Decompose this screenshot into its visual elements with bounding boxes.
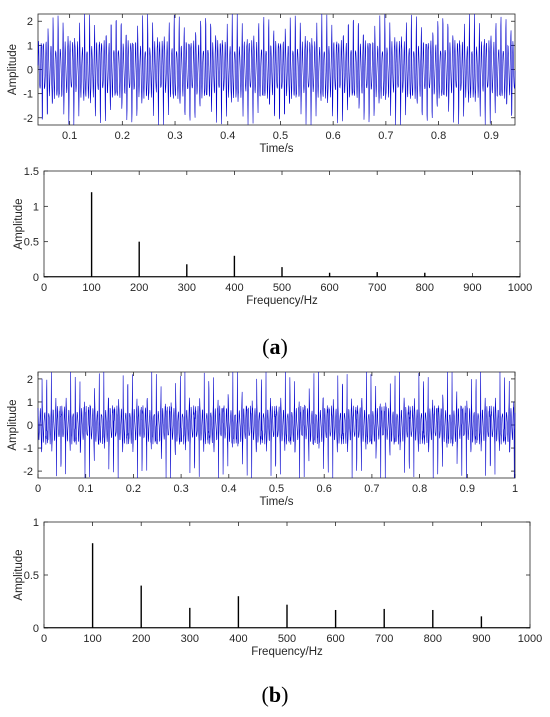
y-axis-label: Amplitude [13, 198, 25, 249]
panel-label-b-close: ) [281, 682, 288, 707]
panel-label-b: (b) [262, 682, 289, 707]
x-tick-label: 0.3 [167, 130, 182, 142]
x-tick-label: 400 [225, 282, 243, 294]
x-tick-label: 300 [178, 282, 196, 294]
spectrum-plot-b: 0 100 200 300 400 500 600 700 800 900 1000 0 0.5 1 Fre… [13, 517, 542, 658]
y-tick-label: -2 [23, 113, 33, 125]
y-tick-label: 2 [27, 374, 33, 386]
panel-label-a: (a) [262, 334, 288, 359]
y-tick-label: -1 [23, 89, 33, 101]
panel-label-b-open: ( [262, 682, 269, 707]
signal-line [37, 371, 516, 479]
spectrum-plot-a: 0 100 200 300 400 500 600 700 800 900 1000 0 0.5 1 1.5… [13, 166, 532, 307]
panel-label-a-close: ) [281, 334, 288, 359]
y-tick-label: 2 [27, 16, 33, 28]
x-tick-label: 700 [375, 633, 393, 645]
x-tick-label: 0.7 [378, 130, 393, 142]
y-tick-label: 1.5 [24, 166, 39, 178]
x-tick-label: 100 [82, 282, 100, 294]
x-tick-label: 0.9 [460, 483, 475, 495]
x-tick-label: 0.2 [126, 483, 141, 495]
panel-label-a-open: ( [262, 334, 269, 359]
x-tick-label: 0.6 [317, 483, 332, 495]
y-tick-label: -1 [23, 443, 33, 455]
x-tick-label: 1000 [508, 282, 532, 294]
x-tick-label: 600 [326, 633, 344, 645]
y-axis-label: Amplitude [7, 399, 19, 450]
x-axis-label: Time/s [259, 143, 293, 155]
x-tick-label: 100 [83, 633, 101, 645]
x-tick-label: 200 [132, 633, 150, 645]
x-tick-label: 500 [278, 633, 296, 645]
y-tick-label: 1 [33, 517, 39, 529]
x-axis-label: Frequency/Hz [251, 646, 323, 658]
y-tick-label: 1 [27, 397, 33, 409]
x-tick-label: 300 [181, 633, 199, 645]
x-tick-label: 400 [229, 633, 247, 645]
x-tick-label: 800 [424, 633, 442, 645]
x-tick-label: 900 [463, 282, 481, 294]
x-tick-label: 0.1 [62, 130, 77, 142]
x-tick-label: 0.9 [484, 130, 499, 142]
time-plot-b: 0 0.1 0.2 0.3 0.4 0.5 0.6 0.7 0.8 0.9 1 -2 -1 0 1 2 Time… [7, 371, 518, 508]
x-tick-label: 0.6 [326, 130, 341, 142]
y-tick-label: 1 [27, 40, 33, 52]
x-tick-label: 0.4 [220, 130, 235, 142]
x-tick-label: 0.5 [273, 130, 288, 142]
y-tick-label: 0 [33, 623, 39, 635]
x-tick-label: 0.5 [269, 483, 284, 495]
x-tick-label: 0 [41, 282, 47, 294]
x-tick-label: 0.7 [364, 483, 379, 495]
y-tick-label: -2 [23, 466, 33, 478]
axes-box [43, 170, 521, 278]
y-axis-label: Amplitude [13, 549, 25, 600]
x-tick-label: 0.1 [78, 483, 93, 495]
x-tick-label: 200 [130, 282, 148, 294]
y-axis-label: Amplitude [7, 44, 19, 95]
y-tick-label: 0 [27, 65, 33, 77]
y-tick-label: 1 [33, 201, 39, 213]
y-tick-label: 0 [33, 272, 39, 284]
x-tick-label: 800 [416, 282, 434, 294]
x-tick-label: 0.4 [221, 483, 236, 495]
x-tick-label: 700 [368, 282, 386, 294]
x-tick-label: 0.8 [431, 130, 446, 142]
x-axis-label: Frequency/Hz [246, 295, 318, 307]
y-tick-label: 0 [27, 420, 33, 432]
x-tick-label: 900 [472, 633, 490, 645]
signal-line [37, 13, 516, 126]
x-tick-label: 1 [512, 483, 518, 495]
x-tick-label: 0.8 [412, 483, 427, 495]
panel-label-b-letter: b [269, 682, 281, 707]
x-axis-label: Time/s [259, 496, 293, 508]
x-tick-label: 0.2 [115, 130, 130, 142]
y-tick-label: 0.5 [24, 237, 39, 249]
time-plot-a: 0.1 0.2 0.3 0.4 0.5 0.6 0.7 0.8 0.9 -2 -1 0 1 2 Time/s… [7, 13, 516, 155]
panel-label-a-letter: a [270, 334, 281, 359]
x-tick-label: 500 [273, 282, 291, 294]
x-tick-label: 0.3 [173, 483, 188, 495]
x-tick-label: 0 [41, 633, 47, 645]
x-tick-label: 600 [320, 282, 338, 294]
y-tick-label: 0.5 [24, 570, 39, 582]
x-tick-label: 0 [35, 483, 41, 495]
x-tick-label: 1000 [518, 633, 542, 645]
